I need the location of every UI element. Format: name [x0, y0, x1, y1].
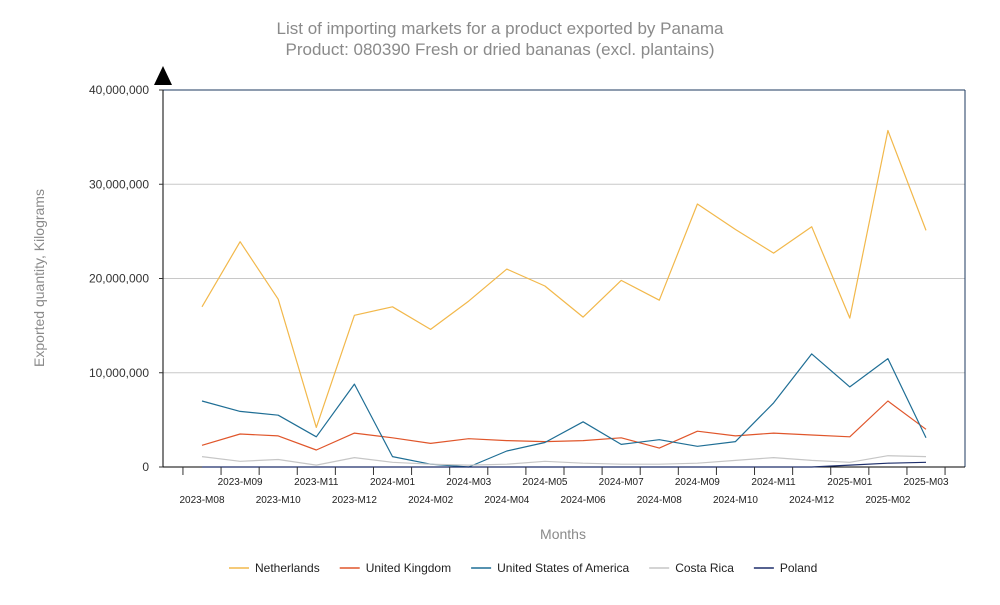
x-tick-label: 2025-M01: [827, 477, 872, 488]
x-tick-label: 2024-M04: [484, 495, 529, 506]
x-tick-label: 2024-M02: [408, 495, 453, 506]
x-tick-label: 2024-M08: [637, 495, 682, 506]
y-axis-ticks: 0 10,000,000 20,000,000 30,000,000 40,000,00…: [89, 83, 163, 474]
x-axis-ticks: 2023-M08 2023-M09 2023-M10 2023-M11 2023-M12…: [179, 467, 949, 506]
legend-label: United Kingdom: [366, 561, 451, 575]
y-tick-label: 30,000,000: [89, 177, 149, 191]
x-tick-label: 2024-M05: [522, 477, 567, 488]
chart-subtitle: Product: 080390 Fresh or dried bananas (…: [285, 40, 714, 59]
x-tick-label: 2024-M01: [370, 477, 415, 488]
x-axis-label: Months: [540, 526, 586, 542]
y-tick-label: 20,000,000: [89, 272, 149, 286]
legend: Netherlands United Kingdom United States o…: [229, 561, 817, 575]
y-tick-label: 0: [142, 460, 149, 474]
x-tick-label: 2023-M08: [179, 495, 224, 506]
series-line: [201, 400, 927, 451]
x-tick-label: 2025-M03: [903, 477, 948, 488]
x-tick-label: 2024-M07: [599, 477, 644, 488]
series-line: [201, 353, 927, 468]
series-lines: [201, 129, 927, 468]
legend-label: Netherlands: [255, 561, 320, 575]
x-tick-label: 2024-M12: [789, 495, 834, 506]
x-tick-label: 2023-M10: [256, 495, 301, 506]
y-axis-label: Exported quantity, Kilograms: [31, 189, 47, 367]
legend-label: Poland: [780, 561, 817, 575]
gridlines: [163, 183, 965, 374]
y-axis-arrow-icon: [154, 66, 172, 85]
x-tick-label: 2024-M11: [751, 477, 796, 488]
x-tick-label: 2023-M12: [332, 495, 377, 506]
x-tick-label: 2024-M09: [675, 477, 720, 488]
x-tick-label: 2023-M09: [218, 477, 263, 488]
chart-title: List of importing markets for a product …: [277, 19, 724, 38]
series-line: [201, 455, 927, 466]
y-tick-label: 40,000,000: [89, 83, 149, 97]
x-tick-label: 2024-M10: [713, 495, 758, 506]
series-line: [201, 129, 927, 428]
plot-frame: [154, 66, 966, 468]
legend-label: Costa Rica: [675, 561, 734, 575]
y-tick-label: 10,000,000: [89, 366, 149, 380]
x-tick-label: 2023-M11: [294, 477, 339, 488]
x-tick-label: 2024-M06: [561, 495, 606, 506]
x-tick-label: 2024-M03: [446, 477, 491, 488]
legend-label: United States of America: [497, 561, 629, 575]
x-tick-label: 2025-M02: [865, 495, 910, 506]
